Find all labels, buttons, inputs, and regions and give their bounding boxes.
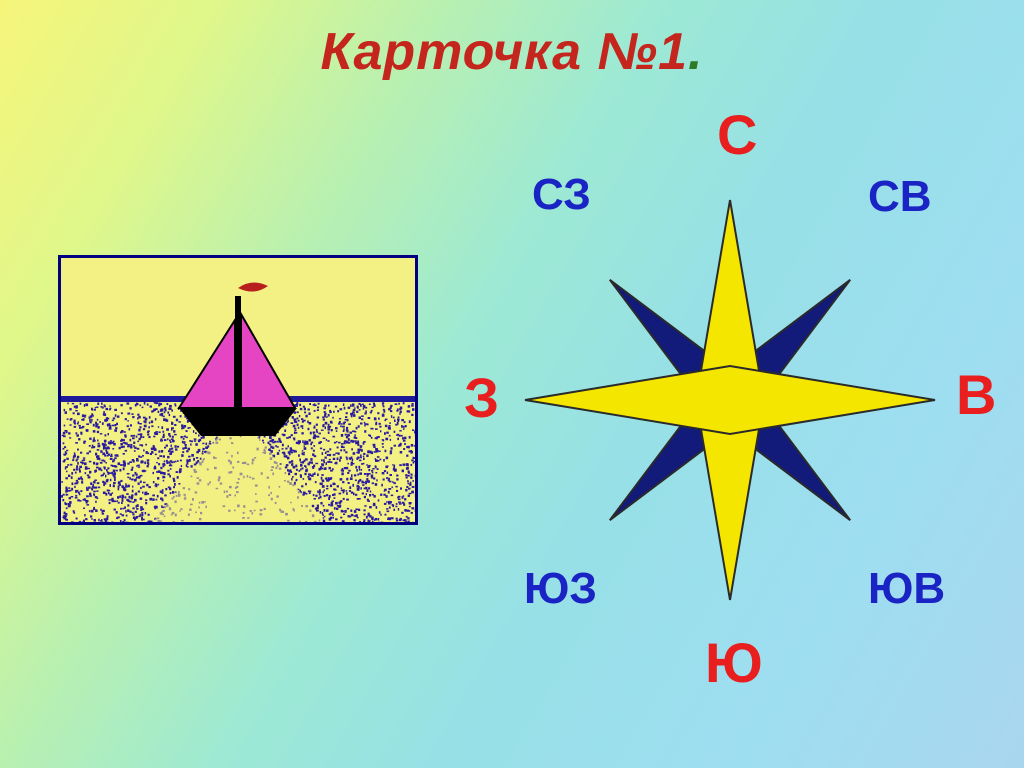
compass-label-s: Ю (705, 630, 763, 695)
compass-label-ne: СВ (868, 172, 932, 222)
compass-label-nw: СЗ (532, 170, 591, 220)
boat-svg (61, 258, 415, 522)
compass-label-e: В (956, 362, 996, 427)
compass-label-se: ЮВ (868, 564, 945, 614)
page-title: Карточка №1. (0, 22, 1024, 82)
compass-label-sw: ЮЗ (524, 564, 597, 614)
compass-label-w: З (464, 365, 499, 430)
boat-panel (58, 255, 418, 525)
slide: Карточка №1. (0, 0, 1024, 768)
compass-rose: С Ю З В СЗ СВ ЮЗ ЮВ (470, 130, 990, 670)
compass-label-n: С (717, 102, 757, 167)
title-trailing-dot: . (688, 23, 703, 81)
title-text: Карточка №1 (320, 23, 688, 81)
compass-main-star (525, 200, 935, 600)
